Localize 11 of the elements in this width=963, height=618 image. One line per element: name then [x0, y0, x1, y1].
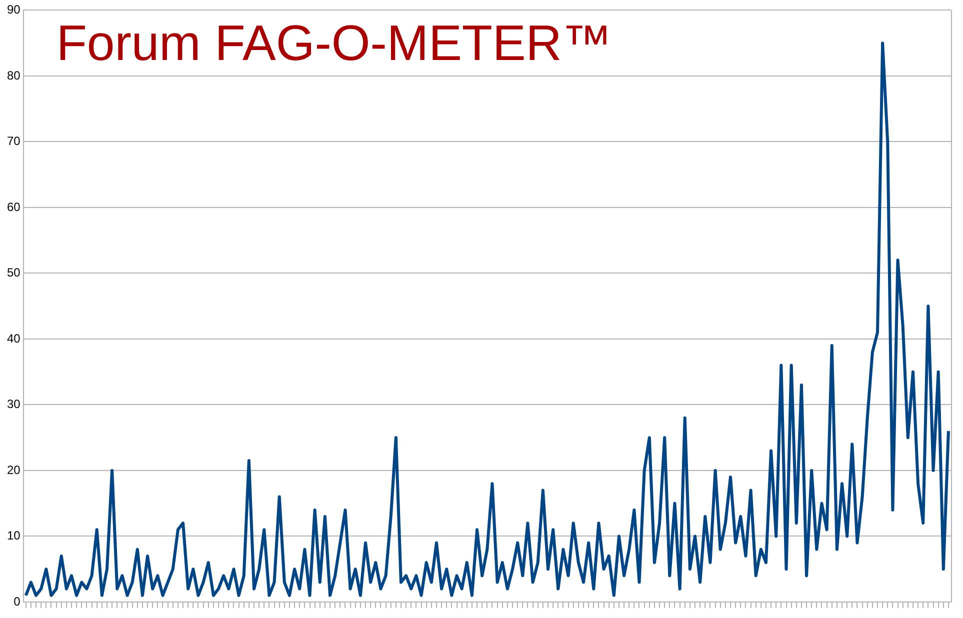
y-tick-label: 30 — [6, 397, 21, 412]
y-tick-label: 0 — [14, 594, 21, 608]
y-tick-label: 80 — [6, 68, 21, 82]
y-tick-label: 20 — [6, 462, 21, 477]
y-tick-label: 90 — [6, 2, 21, 17]
y-tick-label: 60 — [6, 200, 21, 214]
chart-title: Forum FAG-O-METER™ — [56, 15, 612, 72]
y-tick-label: 10 — [6, 528, 21, 543]
y-tick-label: 50 — [6, 266, 21, 280]
y-tick-label: 70 — [6, 134, 21, 148]
y-tick-label: 40 — [6, 331, 21, 346]
